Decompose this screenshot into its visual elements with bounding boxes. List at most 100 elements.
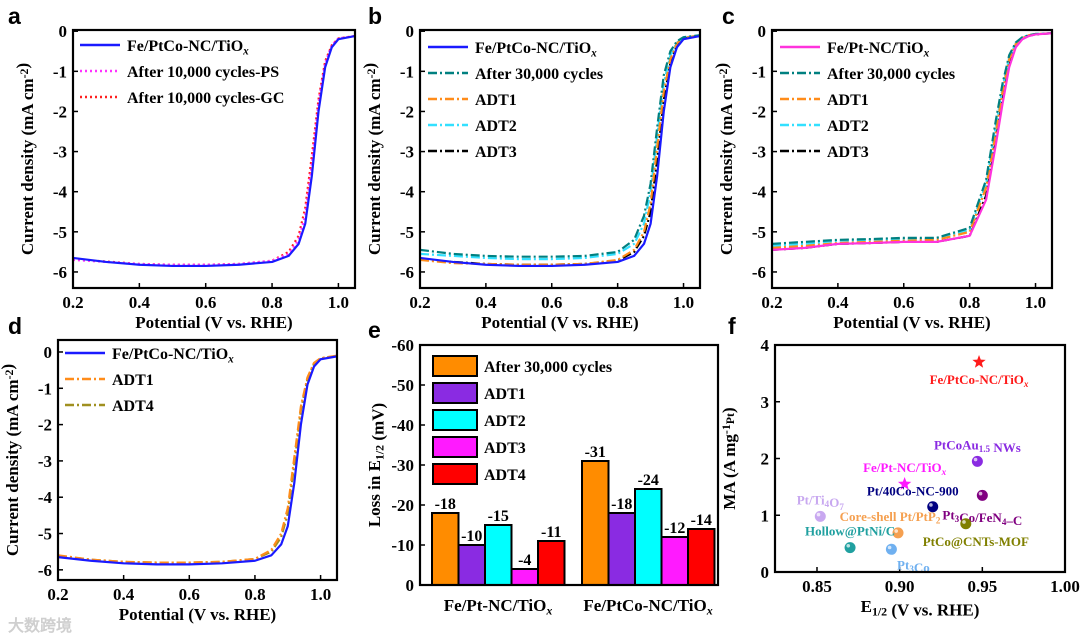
text-segment: Fe/PtCo-NC/TiO xyxy=(112,346,228,363)
legend-label: Fe/PtCo-NC/TiOx xyxy=(475,40,597,59)
text-segment: x xyxy=(706,604,713,618)
y-axis-title: MA (A mg-1Pt) xyxy=(719,407,739,509)
text-segment: ) xyxy=(13,63,32,69)
bar-value-label: -18 xyxy=(435,496,456,513)
legend-label: After 10,000 cycles-GC xyxy=(127,90,284,107)
bar-value-label: -14 xyxy=(691,512,712,529)
category-label: Fe/Pt-NC/TiOx xyxy=(444,596,553,618)
text-segment: NWs xyxy=(990,440,1021,455)
legend-label: After 30,000 cycles xyxy=(484,359,612,376)
text-segment: After 10,000 cycles-PS xyxy=(127,64,279,81)
series-line xyxy=(772,32,1052,249)
text-segment: After 30,000 cycles xyxy=(475,66,603,83)
text-segment: After 10,000 cycles-GC xyxy=(127,90,284,107)
point-label: Fe/PtCo-NC/TiOx xyxy=(930,372,1029,389)
ball-highlight xyxy=(978,491,983,496)
bar-value-label: -24 xyxy=(638,472,659,489)
text-segment: 3 xyxy=(909,564,914,574)
x-tick-label: 1.0 xyxy=(328,293,349,312)
text-segment: ADT3 xyxy=(827,144,869,161)
text-segment: Pt xyxy=(897,557,910,572)
y-tick-label: -3 xyxy=(38,452,52,471)
text-segment: Core-shell Pt/PtP xyxy=(840,509,936,524)
panel-a: a -6 -5 -4 -3 -2 -1 0 0.2 0.4 0.6 0.8 1.0 Current den… xyxy=(8,3,357,332)
y-tick-label: -3 xyxy=(752,143,766,162)
x-axis-title: Potential (V vs. RHE) xyxy=(833,313,990,332)
text-segment: -2 xyxy=(716,68,730,78)
legend-label: Fe/Pt-NC/TiOx xyxy=(827,40,930,59)
text-segment: Current density (mA cm xyxy=(18,78,37,255)
x-tick-label: 0.6 xyxy=(893,293,914,312)
panel-letter: f xyxy=(728,313,736,339)
plot-frame xyxy=(418,28,702,290)
text-segment: x xyxy=(941,467,947,477)
legend-label: Fe/PtCo-NC/TiOx xyxy=(112,346,234,365)
y-tick-label: -4 xyxy=(752,183,767,202)
bar xyxy=(687,528,716,586)
text-segment: x xyxy=(1023,379,1029,389)
plot-frame xyxy=(56,338,339,582)
bar xyxy=(660,536,689,586)
bar-value-label: -31 xyxy=(585,444,606,461)
legend-label: After 30,000 cycles xyxy=(475,66,603,83)
point-label: PtCoAu1.5 NWs xyxy=(934,437,1021,455)
text-segment: Potential (V vs. RHE) xyxy=(481,313,638,332)
legend-label: Fe/PtCo-NC/TiOx xyxy=(127,38,249,57)
series-line xyxy=(73,34,355,268)
ball-marker xyxy=(814,510,826,522)
ball-marker xyxy=(885,543,897,555)
y-tick-label: -3 xyxy=(400,143,414,162)
text-segment: E xyxy=(861,597,872,616)
text-segment: ADT2 xyxy=(484,413,526,430)
text-segment: -2 xyxy=(364,68,378,78)
y-tick-label: -4 xyxy=(400,183,415,202)
legend-label: ADT2 xyxy=(827,118,869,135)
text-segment: Potential (V vs. RHE) xyxy=(833,313,990,332)
y-tick-label: 1 xyxy=(761,506,770,525)
y-tick-label: -2 xyxy=(400,102,414,121)
text-segment: (V vs. RHE) xyxy=(887,601,979,620)
bar xyxy=(607,512,636,586)
text-segment: Pt/Ti xyxy=(797,492,825,507)
watermark: 大数跨境 xyxy=(8,616,73,635)
plot-frame xyxy=(770,28,1054,290)
text-segment: ADT2 xyxy=(827,118,869,135)
text-segment: x xyxy=(590,47,597,59)
x-tick-label: 0.85 xyxy=(802,577,832,596)
text-segment: 1/2 xyxy=(872,605,887,619)
panel-letter: a xyxy=(8,3,21,29)
series-line xyxy=(73,34,355,266)
x-tick-label: 0.95 xyxy=(967,577,997,596)
legend-label: ADT2 xyxy=(475,118,517,135)
ball-highlight xyxy=(962,520,966,524)
y-tick-label: -20 xyxy=(391,496,414,515)
ball-marker xyxy=(960,518,972,530)
y-axis-title: Current density (mA cm-2) xyxy=(13,63,37,255)
x-tick-label: 0.8 xyxy=(607,293,628,312)
star-marker xyxy=(897,477,912,490)
text-segment: ) xyxy=(360,63,379,69)
bar xyxy=(484,524,513,586)
panel-letter: d xyxy=(8,313,22,339)
y-tick-label: 4 xyxy=(761,336,770,355)
text-segment: ADT3 xyxy=(475,144,517,161)
y-axis-title: Current density (mA cm-2) xyxy=(360,63,384,255)
y-tick-label: -4 xyxy=(53,183,68,202)
x-tick-label: 0.4 xyxy=(475,293,497,312)
x-tick-label: 0.8 xyxy=(959,293,980,312)
legend-label: ADT3 xyxy=(475,144,517,161)
legend-swatch xyxy=(432,409,478,431)
x-tick-label: 0.2 xyxy=(409,293,430,312)
y-tick-label: 0 xyxy=(44,343,53,362)
y-tick-label: -60 xyxy=(391,336,414,355)
panel-d: d -6 -5 -4 -3 -2 -1 0 0.2 0.4 0.6 0.8 1.0 Current den… xyxy=(0,313,339,624)
y-axis-title: Loss in E1/2 (mV) xyxy=(365,403,388,527)
bar xyxy=(510,568,539,586)
text-segment: Pt xyxy=(723,413,737,424)
text-segment: –C xyxy=(1005,513,1022,528)
x-tick-label: 1.00 xyxy=(1050,577,1080,596)
panel-e: e 0 -10 -20 -30 -40 -50 -60 Loss in E1/2 (mV) -18… xyxy=(365,317,720,618)
legend-label: ADT4 xyxy=(112,398,154,415)
text-segment: x xyxy=(923,47,930,59)
